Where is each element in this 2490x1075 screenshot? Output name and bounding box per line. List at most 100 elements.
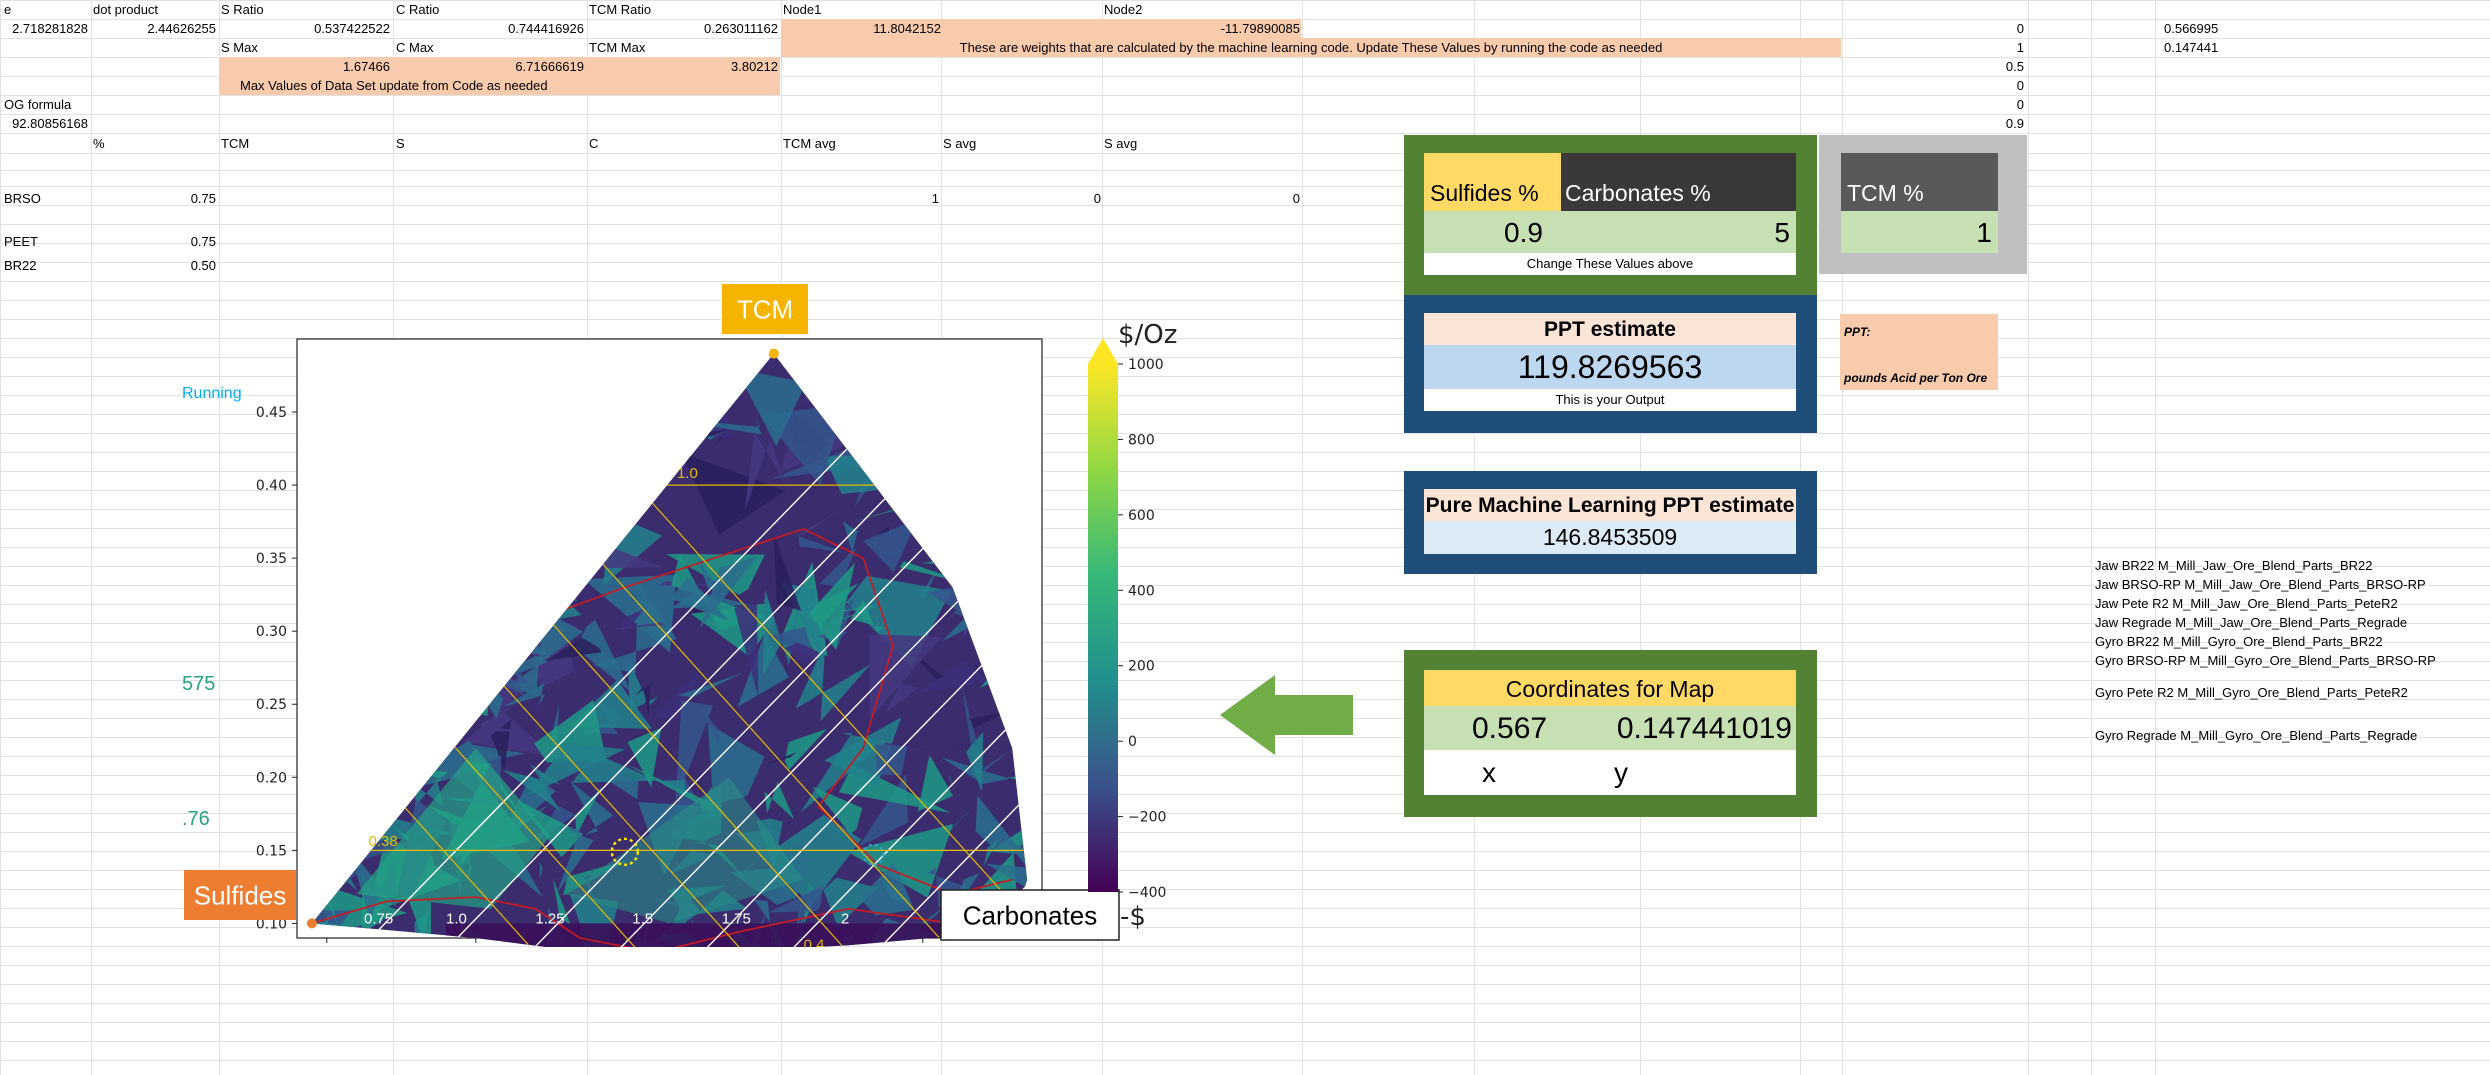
cell-tcm-header[interactable]: TCM	[221, 136, 250, 151]
cell-e-value[interactable]: 2.718281828	[12, 21, 88, 36]
cell-idx-1[interactable]: 1	[2016, 40, 2024, 55]
cell-s-header[interactable]: S	[396, 136, 405, 151]
cell-brso-tcmavg[interactable]: 1	[931, 191, 939, 206]
cell-tcmmax-value[interactable]: 3.80212	[731, 59, 778, 74]
cell-br22-name[interactable]: BR22	[4, 258, 37, 273]
ppt-value[interactable]: 119.8269563	[1517, 349, 1703, 385]
ternary-contour-map[interactable]: 0.75 1.0 1.25 1.5 1.75 2 1.0 0.38 0.6 0.5 0.4 0.35 0…	[180, 282, 1180, 947]
cell-node2-header[interactable]: Node2	[1104, 2, 1143, 17]
ppt-title: PPT estimate	[1544, 318, 1676, 341]
cell-idx-0b[interactable]: 0	[2016, 78, 2024, 93]
cell-brso-name[interactable]: BRSO	[4, 191, 41, 206]
cell-savg2-header[interactable]: S avg	[1104, 136, 1138, 151]
list-item[interactable]: Gyro BR22 M_Mill_Gyro_Ore_Blend_Parts_BR…	[2095, 634, 2383, 649]
cell-sratio-value[interactable]: 0.537422522	[314, 21, 390, 36]
contour-patch	[475, 657, 530, 696]
list-item[interactable]: Jaw Regrade M_Mill_Jaw_Ore_Blend_Parts_R…	[2095, 615, 2408, 630]
contour-patch	[917, 659, 988, 693]
contour-patch	[860, 862, 915, 916]
blue-target-marker	[862, 843, 885, 866]
contour-patch	[675, 700, 714, 803]
cell-node1-value[interactable]: 11.8042152	[873, 21, 941, 36]
cell-og-value[interactable]: 92.80856168	[12, 116, 88, 131]
cell-peet-name[interactable]: PEET	[4, 234, 38, 249]
coord-y-value[interactable]: 0.147441019	[1616, 712, 1792, 745]
cell-brso-savg[interactable]: 0	[1093, 191, 1101, 206]
cell-idx-09[interactable]: 0.9	[2005, 116, 2024, 131]
cell-cmax-header[interactable]: C Max	[396, 40, 434, 55]
colorbar-tick-label: 1000	[1128, 357, 1164, 373]
cell-c-header[interactable]: C	[589, 136, 599, 151]
list-item[interactable]: Gyro Regrade M_Mill_Gyro_Ore_Blend_Parts…	[2095, 728, 2418, 743]
contour-patch	[870, 738, 936, 764]
cell-tcmmax-header[interactable]: TCM Max	[589, 40, 646, 55]
list-item[interactable]: Jaw BR22 M_Mill_Jaw_Ore_Blend_Parts_BR22	[2095, 558, 2373, 573]
cell-dot-value[interactable]: 2.44626255	[147, 21, 216, 36]
white-line-label: 0.75	[364, 910, 393, 927]
contour-patch	[940, 736, 986, 758]
colorbar-negative-label: -$	[1120, 902, 1146, 932]
contour-patch	[555, 825, 594, 894]
list-item[interactable]: Jaw BRSO-RP M_Mill_Jaw_Ore_Blend_Parts_B…	[2095, 577, 2426, 592]
weights-note[interactable]: These are weights that are calculated by…	[959, 40, 1663, 55]
cell-br22-pct[interactable]: 0.50	[190, 258, 216, 273]
cell-sratio-header[interactable]: S Ratio	[221, 2, 264, 17]
cell-cmax-value[interactable]: 6.71666619	[515, 59, 584, 74]
cell-node2-value[interactable]: -11.79890085	[1220, 21, 1300, 36]
contour-patch	[773, 534, 802, 611]
cell-smax-value[interactable]: 1.67466	[343, 59, 390, 74]
list-item[interactable]: Gyro BRSO-RP M_Mill_Gyro_Ore_Blend_Parts…	[2095, 653, 2436, 668]
contour-patch	[793, 509, 842, 537]
colorbar-tick-label: 0	[1128, 734, 1137, 750]
contour-patch	[762, 589, 800, 676]
cell-tcmratio-header[interactable]: TCM Ratio	[589, 2, 652, 17]
cell-cratio-header[interactable]: C Ratio	[396, 2, 440, 17]
cell-peet-pct[interactable]: 0.75	[190, 234, 216, 249]
ml-value[interactable]: 146.8453509	[1542, 524, 1678, 550]
cell-val-y[interactable]: 0.147441	[2164, 40, 2219, 55]
cell-pct-header[interactable]: %	[93, 136, 105, 151]
coord-x-value[interactable]: 0.567	[1472, 712, 1548, 745]
cell-tcmavg-header[interactable]: TCM avg	[783, 136, 836, 151]
list-item[interactable]: Gyro Pete R2 M_Mill_Gyro_Ore_Blend_Parts…	[2095, 685, 2408, 700]
cell-idx-05[interactable]: 0.5	[2005, 59, 2024, 74]
cell-brso-pct[interactable]: 0.75	[190, 191, 216, 206]
cell-tcmratio-value[interactable]: 0.263011162	[704, 21, 778, 36]
contour-patch	[736, 368, 807, 447]
tcm-label: TCM %	[1847, 180, 1924, 206]
y-tick-label: 0.45	[256, 405, 287, 421]
yellow-line-label: 0.4	[804, 937, 825, 947]
tcm-vertex-label: TCM	[737, 294, 793, 324]
x-tick-label: 0.2	[316, 946, 338, 947]
cell-e-header[interactable]: e	[4, 2, 12, 17]
coordinates-title-row: Coordinates for Map	[1424, 670, 1796, 706]
cell-dot-header[interactable]: dot product	[93, 2, 159, 17]
contour-patch	[446, 923, 1013, 947]
carbonates-value[interactable]: 5	[1774, 217, 1790, 248]
tcm-value[interactable]: 1	[1976, 217, 1992, 248]
contour-patch	[408, 767, 449, 784]
cell-cratio-value[interactable]: 0.744416926	[508, 21, 584, 36]
arrow-left-icon	[1220, 675, 1353, 755]
contour-patch	[570, 781, 614, 835]
cell-idx-0c[interactable]: 0	[2016, 97, 2024, 112]
sulfides-value[interactable]: 0.9	[1504, 217, 1543, 248]
tcm-vertex-label-box	[722, 284, 808, 334]
cell-savg-header[interactable]: S avg	[943, 136, 977, 151]
side-value-76: .76	[182, 808, 210, 830]
contour-patch	[971, 324, 974, 325]
yellow-line	[609, 455, 1028, 947]
contour-patch	[798, 536, 846, 554]
contour-patch	[843, 521, 860, 553]
cell-og-header[interactable]: OG formula	[4, 97, 72, 112]
max-values-note[interactable]: Max Values of Data Set update from Code …	[240, 78, 548, 93]
cell-idx-0[interactable]: 0	[2016, 21, 2024, 36]
cell-brso-savg2[interactable]: 0	[1292, 191, 1300, 206]
cell-smax-header[interactable]: S Max	[221, 40, 258, 55]
contour-patch	[917, 755, 953, 812]
contour-patch	[677, 672, 744, 698]
list-item[interactable]: Jaw Pete R2 M_Mill_Jaw_Ore_Blend_Parts_P…	[2095, 596, 2398, 611]
contour-patch	[968, 711, 1006, 729]
cell-val-x[interactable]: 0.566995	[2164, 21, 2219, 36]
cell-node1-header[interactable]: Node1	[783, 2, 822, 17]
